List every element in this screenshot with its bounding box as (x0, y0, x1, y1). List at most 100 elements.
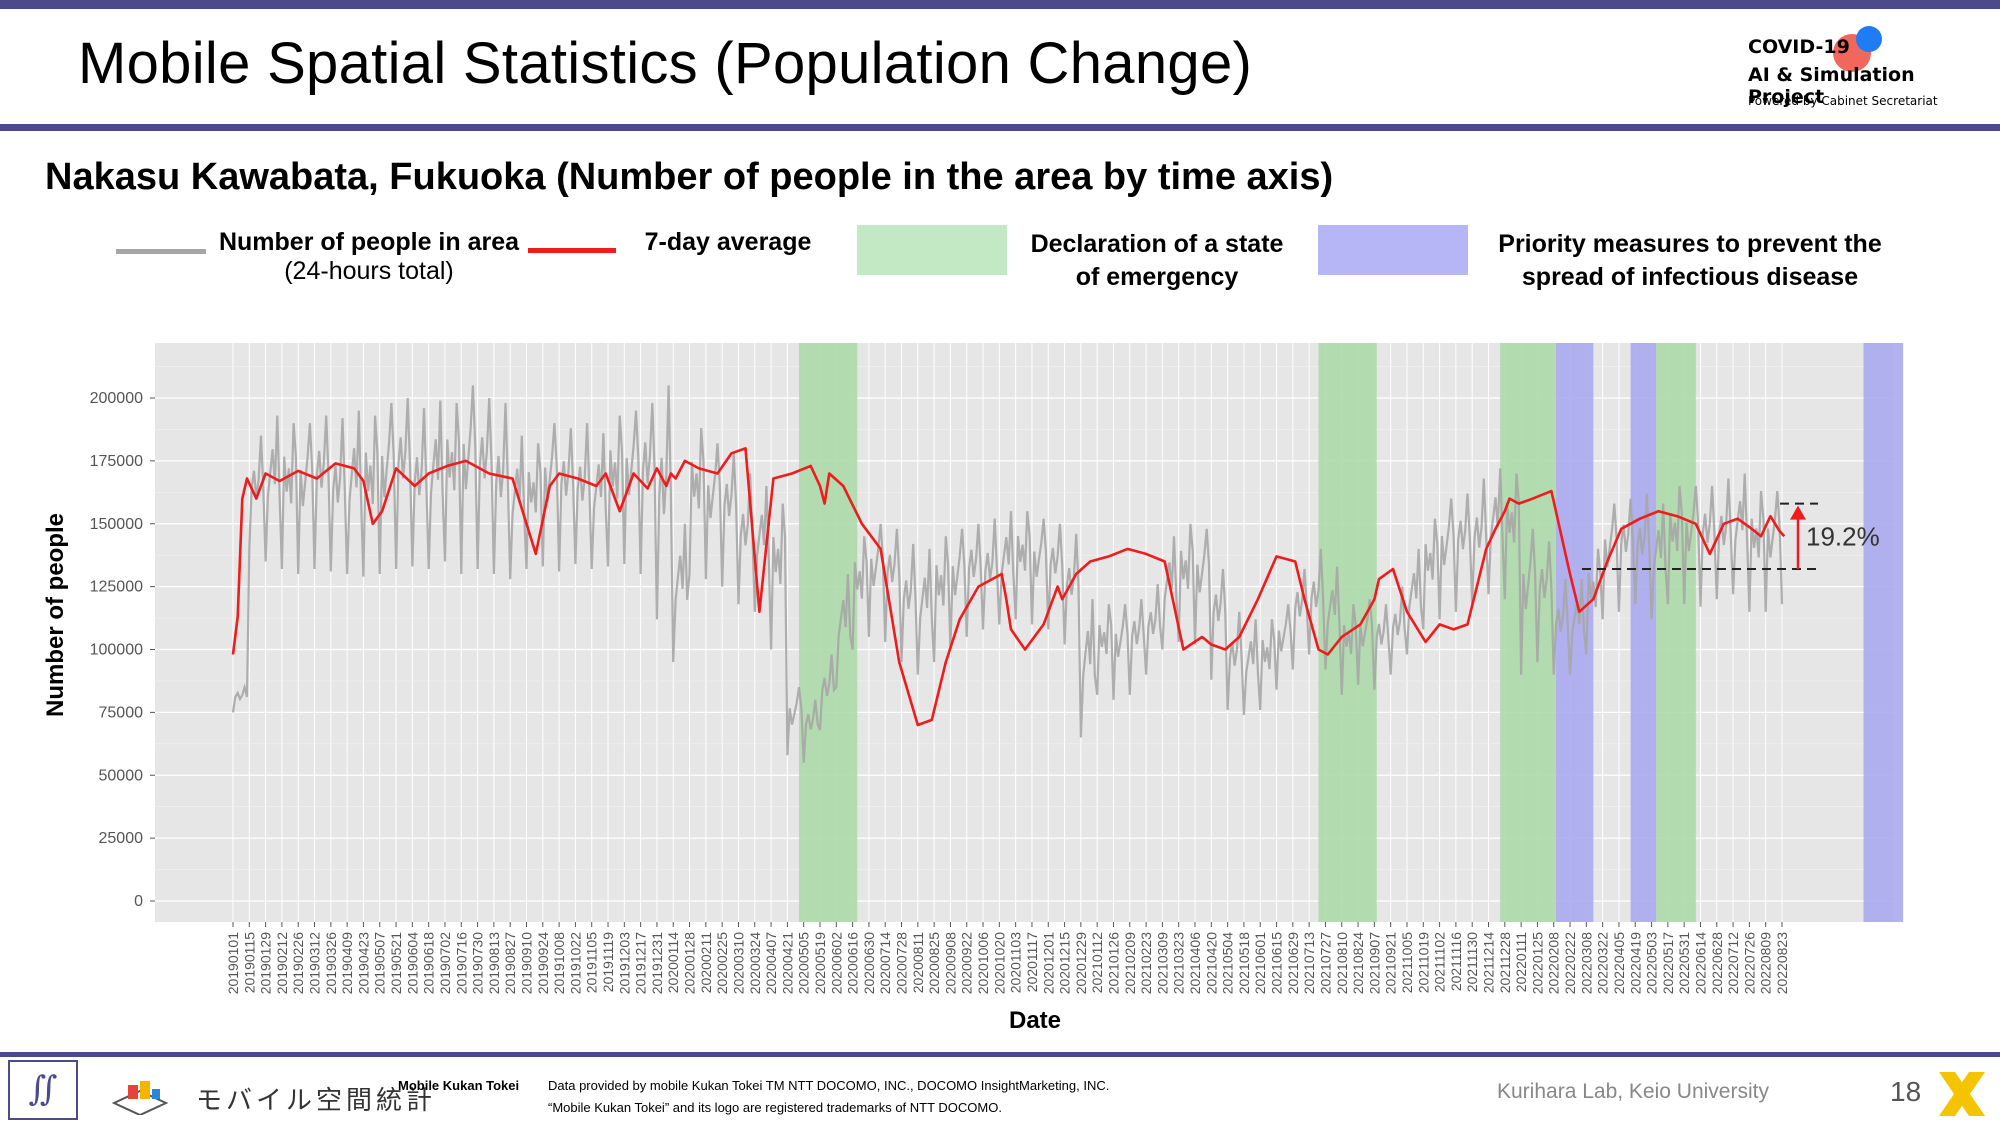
chart-subtitle: Nakasu Kawabata, Fukuoka (Number of peop… (45, 156, 1334, 198)
mobile-kukan-tokei-logo-text: モバイル空間統計 (196, 1086, 437, 1116)
badge-line-2: AI & Simulation Project (1748, 64, 1915, 108)
x-tick-label: 20190618 (421, 932, 437, 995)
x-tick-label: 20191105 (584, 932, 600, 993)
x-tick-label: 20211228 (1497, 932, 1513, 993)
x-tick-label: 20211102 (1432, 932, 1448, 992)
x-tick-label: 20211005 (1399, 932, 1415, 993)
x-tick-label: 20210824 (1350, 932, 1366, 995)
legend-emergency-label: Declaration of a state of emergency (1030, 230, 1284, 291)
covid-project-badge: COVID-19 AI & Simulation Project Powered… (1748, 26, 1988, 120)
y-tick-label: 150000 (90, 516, 143, 533)
annotation-arrow-head (1790, 505, 1806, 520)
y-tick-label: 175000 (90, 453, 143, 470)
x-tick-label: 20220614 (1693, 932, 1709, 995)
x-tick-label: 20220628 (1709, 932, 1725, 995)
x-tick-label: 20191203 (616, 932, 632, 995)
x-tick-label: 20190423 (355, 932, 371, 995)
badge-line-1: COVID-19 (1748, 36, 1850, 58)
x-tick-label: 20190604 (404, 932, 420, 995)
x-tick-label: 20191008 (551, 932, 567, 995)
x-tick-label: 20200825 (926, 932, 942, 995)
x-tick-label: 20190910 (519, 932, 535, 995)
x-tick-label: 20201006 (975, 932, 991, 995)
x-tick-label: 20200211 (698, 932, 714, 993)
x-tick-label: 20210126 (1106, 932, 1122, 995)
footer-mk-label: Mobile Kukan Tokei (398, 1078, 520, 1093)
x-tick-label: 20220222 (1562, 932, 1578, 995)
x-tick-label: 20210907 (1366, 932, 1382, 995)
priority-period (1863, 343, 1904, 922)
x-tick-label: 20220823 (1774, 932, 1790, 995)
y-tick-label: 50000 (99, 767, 144, 784)
x-tick-label: 20210309 (1154, 932, 1170, 995)
x-tick-label: 20190521 (388, 932, 404, 995)
x-tick-label: 20210223 (1138, 932, 1154, 995)
x-tick-label: 20210921 (1383, 932, 1399, 995)
y-tick-label: 125000 (90, 579, 143, 596)
x-tick-label: 20200811 (910, 932, 926, 993)
x-tick-label: 20200519 (812, 932, 828, 995)
x-tick-label: 20190129 (258, 932, 274, 995)
legend-emergency-swatch (857, 225, 1007, 275)
x-tick-label: 20200714 (877, 932, 893, 995)
x-tick-label: 20190226 (290, 932, 306, 995)
x-tick-label: 20211130 (1464, 932, 1480, 992)
priority-period (1630, 343, 1657, 922)
x-tick-label: 20210601 (1252, 932, 1268, 995)
x-tick-label: 20220503 (1644, 932, 1660, 995)
footer-credit-line-2: “Mobile Kukan Tokei” and its logo are re… (548, 1100, 1002, 1115)
x-tick-label: 20191217 (633, 932, 649, 995)
x-axis-label: Date (1009, 1007, 1061, 1034)
x-logo (1939, 1072, 1985, 1116)
x-tick-label: 20220208 (1546, 932, 1562, 995)
x-tick-label: 20200922 (959, 932, 975, 995)
legend-priority-label: Priority measures to prevent the spread o… (1498, 230, 1882, 291)
population-chart: 0 25000 50000 75000 100000 125000 150000 175000… (42, 343, 1904, 1034)
x-tick-label: 20210615 (1269, 932, 1285, 995)
x-tick-label: 20190730 (470, 932, 486, 995)
x-tick-label: 20210810 (1334, 932, 1350, 995)
mobile-kukan-tokei-logo (112, 1081, 169, 1115)
footer-lab-name: Kurihara Lab, Keio University (1497, 1080, 1769, 1103)
x-tick-label: 20210209 (1122, 932, 1138, 995)
x-tick-label: 20190507 (372, 932, 388, 995)
annotation-label: 19.2% (1806, 521, 1880, 551)
legend-raw-line1: Number of people in area (218, 228, 520, 256)
x-tick-label: 20200908 (942, 932, 958, 995)
x-tick-label: 20200421 (779, 932, 795, 995)
legend-raw-line2: (24-hours total) (284, 257, 454, 285)
x-tick-label: 20190813 (486, 932, 502, 995)
x-tick-label: 20190409 (339, 932, 355, 995)
emergency-period (799, 343, 858, 922)
badge-dot-blue (1856, 26, 1882, 52)
x-tick-label: 20191119 (600, 932, 616, 992)
x-tick-label: 20191022 (567, 932, 583, 995)
lab-logo: ∬ (8, 1060, 78, 1120)
x-tick-label: 20210406 (1187, 932, 1203, 995)
emergency-period (1656, 343, 1696, 922)
x-tick-label: 20220517 (1660, 932, 1676, 995)
x-tick-label: 20191231 (649, 932, 665, 995)
x-tick-label: 20201201 (1040, 932, 1056, 995)
x-tick-label: 20220726 (1741, 932, 1757, 995)
page-number: 18 (1890, 1076, 1922, 1107)
badge-line-3: Powered by Cabinet Secretariat (1748, 94, 1938, 108)
legend-avg-label: 7-day average (644, 228, 812, 256)
x-tick-label: 20200310 (731, 932, 747, 995)
x-tick-label: 20190326 (323, 932, 339, 995)
x-tick-label: 20190212 (274, 932, 290, 995)
footer-credit-line-1: Data provided by mobile Kukan Tokei TM N… (548, 1078, 1110, 1093)
x-tick-label: 20211214 (1481, 932, 1497, 993)
x-tick-label: 20190312 (307, 932, 323, 995)
y-tick-label: 200000 (90, 390, 143, 407)
legend-raw-label: Number of people in area (24-hours total… (210, 228, 528, 286)
slide-title: Mobile Spatial Statistics (Population Ch… (78, 31, 1253, 96)
x-tick-label: 20220531 (1676, 932, 1692, 995)
x-tick-label: 20220809 (1758, 932, 1774, 995)
seven-day-average-line (231, 446, 1786, 727)
x-tick-label: 20210112 (1089, 932, 1105, 993)
emergency-period (1500, 343, 1557, 922)
x-tick-label: 20220322 (1595, 932, 1611, 995)
y-tick-label: 75000 (99, 704, 144, 721)
x-tick-label: 20200505 (796, 932, 812, 995)
